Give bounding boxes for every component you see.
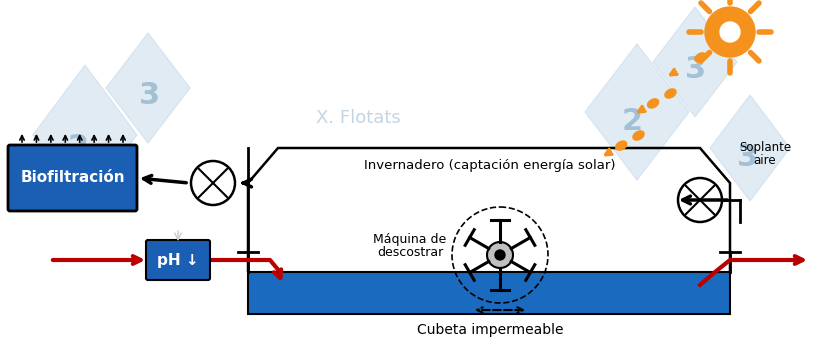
Text: Cubeta impermeable: Cubeta impermeable: [416, 323, 563, 337]
Text: 3: 3: [139, 80, 161, 110]
Text: pH ↓: pH ↓: [157, 253, 198, 268]
Circle shape: [495, 250, 505, 260]
Circle shape: [486, 242, 513, 268]
Text: Invernadero (captación energía solar): Invernadero (captación energía solar): [364, 158, 615, 171]
Ellipse shape: [647, 99, 658, 108]
Polygon shape: [709, 95, 789, 201]
Text: 2: 2: [621, 107, 642, 136]
Ellipse shape: [615, 141, 626, 150]
Polygon shape: [584, 44, 688, 180]
Text: Máquina de: Máquina de: [373, 233, 446, 246]
Ellipse shape: [694, 53, 705, 62]
FancyBboxPatch shape: [8, 145, 137, 211]
Text: Biofiltración: Biofiltración: [20, 170, 124, 186]
Bar: [247, 272, 729, 314]
Text: X. Flotats: X. Flotats: [315, 109, 400, 127]
Polygon shape: [33, 65, 137, 205]
Polygon shape: [106, 33, 190, 143]
FancyBboxPatch shape: [146, 240, 210, 280]
Circle shape: [704, 7, 754, 57]
Ellipse shape: [664, 89, 675, 98]
Text: aire: aire: [753, 154, 776, 166]
Text: 3: 3: [736, 143, 758, 173]
Circle shape: [719, 22, 739, 42]
Ellipse shape: [632, 131, 643, 140]
Text: 2: 2: [67, 134, 88, 162]
Text: descostrar: descostrar: [377, 246, 442, 260]
Text: Soplante: Soplante: [738, 142, 790, 154]
Text: 3: 3: [685, 55, 706, 84]
Polygon shape: [652, 7, 736, 117]
